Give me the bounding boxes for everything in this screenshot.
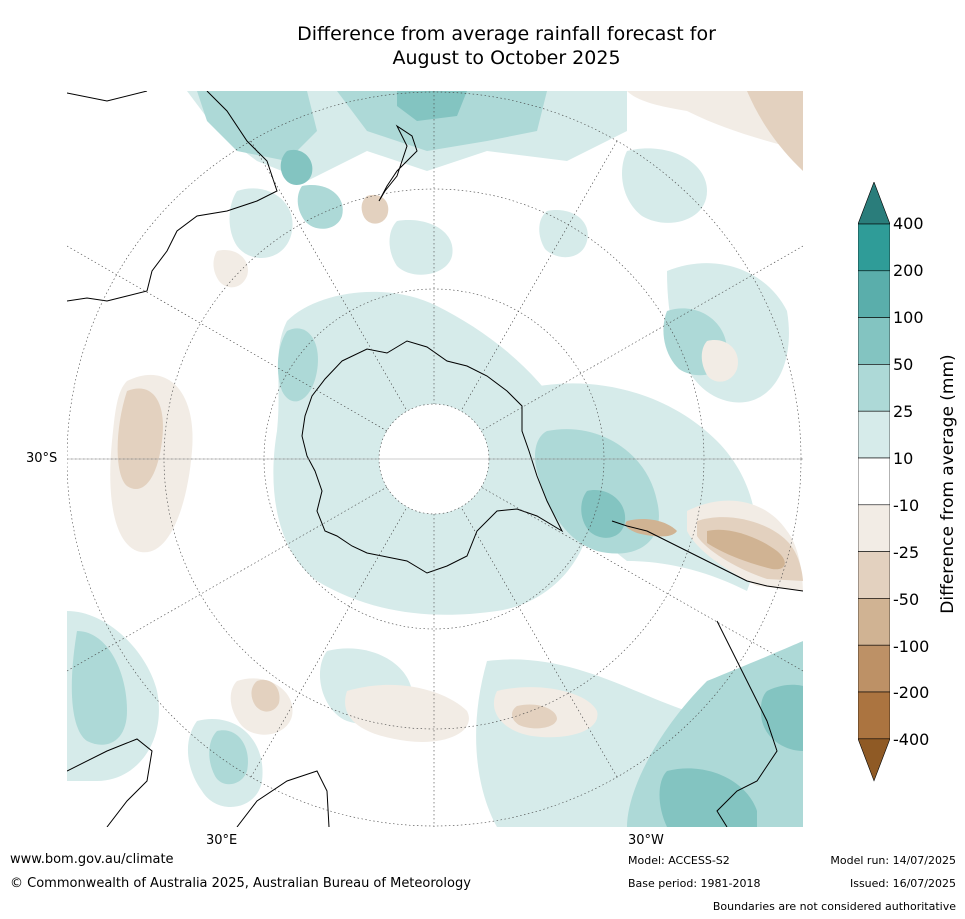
colorbar-band (858, 598, 890, 646)
title-line-1: Difference from average rainfall forecas… (297, 23, 716, 45)
footer-disclaimer: Boundaries are not considered authoritat… (712, 900, 956, 913)
colorbar (858, 182, 890, 782)
rainfall-anomaly-map (67, 91, 803, 827)
colorbar-band (858, 223, 890, 272)
colorbar-tick: 10 (893, 449, 914, 468)
colorbar-label: Difference from average (mm) (938, 354, 958, 614)
map-title: Difference from average rainfall forecas… (0, 22, 965, 70)
south-america-coastline (611, 520, 803, 827)
colorbar-tick: 200 (893, 261, 924, 280)
footer-copyright: © Commonwealth of Australia 2025, Austra… (10, 876, 471, 891)
colorbar-tick: -100 (893, 637, 930, 656)
australia-coastline (67, 91, 278, 302)
map-svg (67, 91, 803, 827)
colorbar-band (858, 270, 890, 318)
colorbar-tick: -10 (893, 496, 920, 515)
footer-model: Model: ACCESS-S2 (628, 854, 730, 867)
lon-label-30w: 30°W (628, 833, 664, 848)
colorbar-band (858, 504, 890, 552)
footer-website: www.bom.gov.au/climate (10, 852, 174, 867)
colorbar-tick: -200 (893, 683, 930, 702)
colorbar-tick: -50 (893, 590, 920, 609)
colorbar-tick: 50 (893, 355, 914, 374)
colorbar-band (858, 457, 890, 506)
africa-coastline (67, 738, 330, 827)
colorbar-tick: 100 (893, 308, 924, 327)
footer-base-period: Base period: 1981-2018 (628, 877, 761, 890)
colorbar-band (858, 691, 890, 740)
colorbar-band (858, 644, 890, 693)
colorbar-band (858, 364, 890, 412)
colorbar-tick: 400 (893, 214, 924, 233)
colorbar-segments (858, 182, 890, 782)
footer-issued: Issued: 16/07/2025 (849, 877, 956, 890)
antarctica-coastline (301, 340, 564, 574)
new-zealand-coastline (378, 124, 418, 202)
lat-label-30s: 30°S (26, 451, 58, 466)
colorbar-extend-min (858, 738, 890, 782)
colorbar-tick: -25 (893, 543, 920, 562)
colorbar-tick: -400 (893, 730, 930, 749)
colorbar-band (858, 410, 890, 459)
dry-anomaly-strong (625, 519, 785, 570)
colorbar-band (858, 551, 890, 599)
colorbar-extend-max (858, 182, 890, 225)
title-line-2: August to October 2025 (392, 47, 621, 69)
lon-label-30e: 30°E (206, 833, 238, 848)
colorbar-tick: 25 (893, 402, 914, 421)
colorbar-band (858, 317, 890, 365)
footer-model-run: Model run: 14/07/2025 (830, 854, 956, 867)
